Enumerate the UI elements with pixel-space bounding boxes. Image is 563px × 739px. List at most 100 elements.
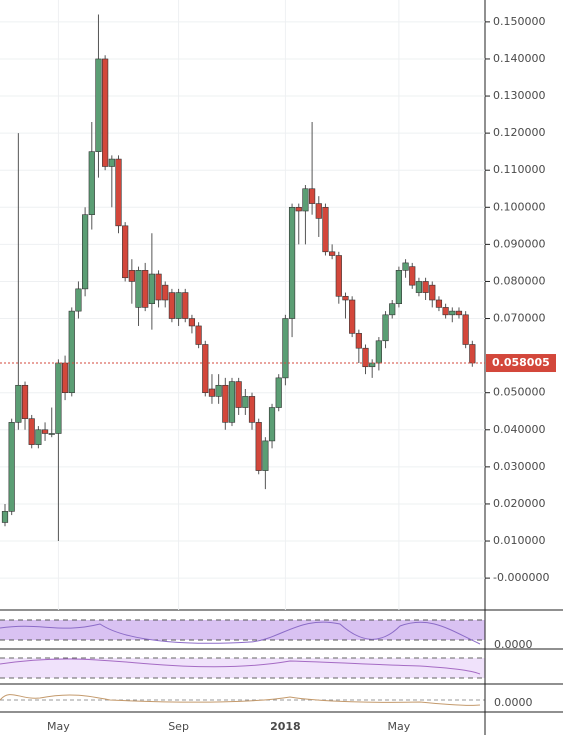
y-tick-label: 0.140000 <box>493 52 546 65</box>
x-tick-label: May <box>388 720 411 733</box>
candle-body <box>389 303 396 316</box>
candle-body <box>322 206 329 253</box>
candle-body <box>48 433 55 435</box>
y-tick-label: 0.020000 <box>493 497 546 510</box>
y-tick-label: 0.070000 <box>493 312 546 325</box>
y-tick-label: 0.110000 <box>493 163 546 176</box>
indicator-line <box>0 694 481 706</box>
candle-body <box>55 362 62 434</box>
candle-body <box>308 188 316 204</box>
candle-body <box>102 58 109 167</box>
candle-body <box>215 384 222 397</box>
y-tick-label: 0.130000 <box>493 89 546 102</box>
candle-body <box>395 270 402 305</box>
last-price-tag <box>486 354 556 373</box>
candle-body <box>295 206 302 212</box>
y-tick-label: -0.000000 <box>493 571 549 584</box>
candle-body <box>242 396 249 408</box>
candle-body <box>135 270 142 308</box>
candle-body <box>21 384 29 419</box>
indicator-label: 0.0000 <box>494 696 533 709</box>
candle-body <box>68 310 75 393</box>
candle-body <box>422 281 429 293</box>
candle-body <box>375 340 382 364</box>
candle-body <box>402 262 409 271</box>
y-tick-label: 0.090000 <box>493 237 546 250</box>
candle-body <box>335 255 342 297</box>
indicator-line <box>0 621 481 645</box>
candle-body <box>382 314 389 342</box>
candle-body <box>429 284 436 301</box>
y-tick-label: 0.030000 <box>493 460 546 473</box>
candle-body <box>302 188 309 212</box>
candle-body <box>275 377 282 408</box>
candle-body <box>222 384 229 423</box>
candle-body <box>369 362 376 368</box>
indicator-line <box>0 658 481 675</box>
candle-body <box>188 318 196 327</box>
candle-body <box>435 299 443 308</box>
candle-body <box>88 151 95 216</box>
candle-body <box>115 158 122 227</box>
candle-body <box>415 281 423 293</box>
x-tick-label: 2018 <box>270 720 301 733</box>
y-tick-label: 0.080000 <box>493 274 546 287</box>
candle-body <box>462 314 469 345</box>
x-tick-label: Sep <box>168 720 189 733</box>
candle-body <box>262 440 269 471</box>
candle-body <box>342 295 349 301</box>
indicator-band <box>0 658 485 678</box>
candle-body <box>248 396 256 423</box>
candle-body <box>268 407 276 442</box>
candle-body <box>282 318 289 379</box>
y-tick-label: 0.040000 <box>493 423 546 436</box>
y-tick-label: 0.120000 <box>493 126 546 139</box>
candle-body <box>155 273 162 301</box>
indicator-label: 0.0000 <box>494 638 533 651</box>
candle-body <box>449 310 456 316</box>
candle-body <box>8 422 15 512</box>
candle-body <box>235 381 242 408</box>
last-price-label: 0.058005 <box>492 356 550 369</box>
candle-body <box>208 388 216 397</box>
candle-body <box>315 203 322 219</box>
candle-body <box>182 292 189 319</box>
candle-body <box>228 381 236 423</box>
candle-body <box>28 418 35 445</box>
candle-body <box>128 270 135 282</box>
candle-body <box>95 58 102 152</box>
candle-body <box>168 292 176 319</box>
candle-body <box>202 344 209 393</box>
candle-body <box>41 429 49 434</box>
candle-body <box>35 429 42 445</box>
candle-body <box>469 344 476 364</box>
candle-body <box>355 333 362 349</box>
candle-body <box>1 511 9 523</box>
candle-body <box>15 384 22 423</box>
candle-body <box>455 310 463 316</box>
candle-body <box>122 225 129 279</box>
candle-body <box>75 288 82 312</box>
candle-body <box>162 284 169 301</box>
candle-body <box>442 307 449 316</box>
candle-body <box>108 158 115 167</box>
y-tick-label: 0.100000 <box>493 200 546 213</box>
candle-body <box>409 266 416 286</box>
candle-body <box>175 292 182 319</box>
candle-body <box>148 273 155 305</box>
candle-body <box>82 214 89 290</box>
candle-body <box>142 270 149 308</box>
x-tick-label: May <box>47 720 70 733</box>
candle-body <box>288 206 296 319</box>
y-tick-label: 0.150000 <box>493 15 546 28</box>
indicator-band <box>0 620 485 640</box>
y-tick-label: 0.010000 <box>493 534 546 547</box>
candle-body <box>362 347 369 368</box>
candle-body <box>61 362 69 393</box>
y-tick-label: 0.050000 <box>493 386 546 399</box>
candle-body <box>329 251 336 256</box>
candle-body <box>349 299 356 334</box>
candle-body <box>255 422 262 471</box>
candle-body <box>195 325 202 345</box>
